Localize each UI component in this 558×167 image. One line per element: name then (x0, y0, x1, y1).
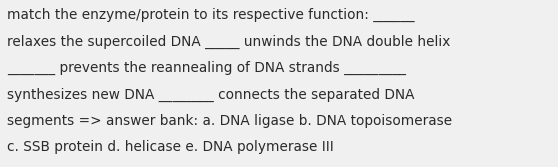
Text: _______ prevents the reannealing of DNA strands _________: _______ prevents the reannealing of DNA … (7, 61, 406, 75)
Text: match the enzyme/protein to its respective function: ______: match the enzyme/protein to its respecti… (7, 8, 414, 23)
Text: c. SSB protein d. helicase e. DNA polymerase III: c. SSB protein d. helicase e. DNA polyme… (7, 140, 334, 154)
Text: synthesizes new DNA ________ connects the separated DNA: synthesizes new DNA ________ connects th… (7, 88, 414, 102)
Text: segments => answer bank: a. DNA ligase b. DNA topoisomerase: segments => answer bank: a. DNA ligase b… (7, 114, 452, 128)
Text: relaxes the supercoiled DNA _____ unwinds the DNA double helix: relaxes the supercoiled DNA _____ unwind… (7, 35, 450, 49)
